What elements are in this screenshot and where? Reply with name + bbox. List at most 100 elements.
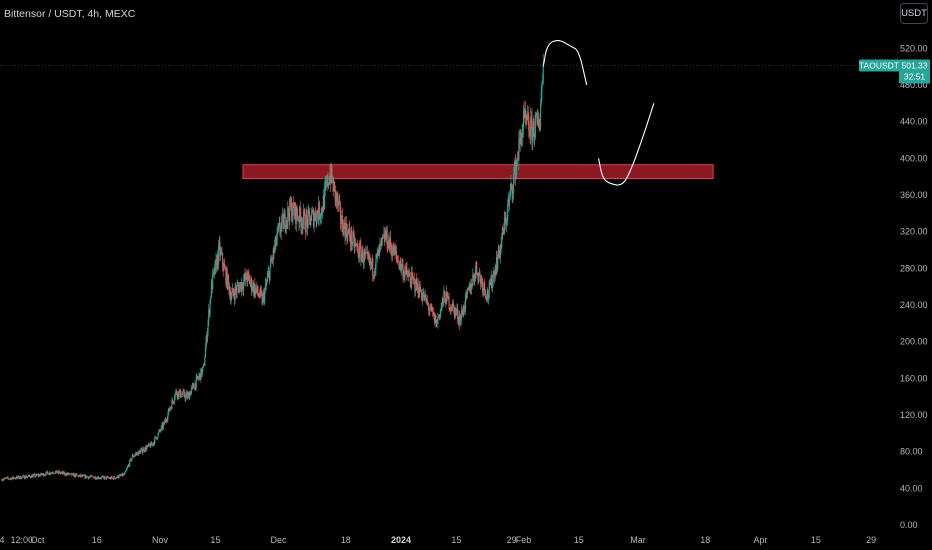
candle-body xyxy=(208,309,210,315)
candle-body xyxy=(343,221,345,227)
candle-body xyxy=(241,282,243,292)
candle-body xyxy=(538,118,540,127)
y-tick-label: 440.00 xyxy=(900,117,928,127)
candle-body xyxy=(237,284,239,286)
candle-body xyxy=(7,477,9,479)
candle-body xyxy=(180,396,182,398)
candle-body xyxy=(333,181,336,186)
candle-body xyxy=(314,212,316,221)
candle-body xyxy=(78,475,80,477)
x-tick-label: 2024 xyxy=(391,535,411,545)
candle-body xyxy=(319,216,321,219)
candle-body xyxy=(32,475,34,478)
candle-body xyxy=(293,207,295,216)
candle-body xyxy=(204,347,207,358)
candle-body xyxy=(5,478,7,479)
candle-body xyxy=(100,478,102,479)
candle-body xyxy=(159,429,161,431)
candle-body xyxy=(500,244,502,248)
candle-body xyxy=(36,474,38,476)
candle-body xyxy=(355,243,357,245)
candle-body xyxy=(486,297,488,299)
candle-body xyxy=(391,249,393,257)
candle-body xyxy=(51,472,53,474)
candle-body xyxy=(326,175,328,185)
candle-body xyxy=(382,235,384,239)
candle-body xyxy=(89,476,91,478)
candle-body xyxy=(287,207,289,221)
candle-body xyxy=(57,471,59,473)
candle-body xyxy=(520,132,522,138)
candle-body xyxy=(274,246,276,253)
candle-body xyxy=(339,200,341,205)
candle-body xyxy=(515,164,517,179)
candle-body xyxy=(252,283,254,290)
candle-body xyxy=(207,320,209,332)
candle-body xyxy=(496,257,498,269)
candle-body xyxy=(44,474,46,476)
candle-body xyxy=(198,373,201,377)
candle-body xyxy=(374,271,376,276)
candle-body xyxy=(239,285,241,293)
candle-body xyxy=(391,252,394,257)
candle-body xyxy=(151,444,153,445)
candle-body xyxy=(20,478,22,480)
x-tick-label: Oct xyxy=(31,535,46,545)
candle-body xyxy=(438,314,440,317)
candle-body xyxy=(301,223,303,228)
candle-body xyxy=(210,297,212,300)
candle-body xyxy=(41,474,43,476)
candle-body xyxy=(426,300,428,303)
candle-body xyxy=(92,476,95,479)
candle-body xyxy=(69,473,71,475)
candle-body xyxy=(106,476,108,479)
candle-body xyxy=(517,159,519,161)
candle-body xyxy=(417,283,419,294)
candle-body xyxy=(502,227,504,231)
candles-layer xyxy=(1,53,544,482)
candle-body xyxy=(346,234,348,241)
candle-body xyxy=(534,137,536,138)
candle-body xyxy=(414,291,417,292)
candle-body xyxy=(117,475,119,478)
candle-body xyxy=(507,200,509,206)
candle-body xyxy=(478,273,480,274)
x-tick-label: 12:00 xyxy=(10,535,33,545)
candle-body xyxy=(269,267,271,281)
candle-body xyxy=(374,268,376,272)
candle-body xyxy=(108,477,110,479)
candle-body xyxy=(497,245,500,258)
candle-body xyxy=(324,184,326,188)
candle-body xyxy=(309,216,311,226)
candle-body xyxy=(8,478,10,480)
candle-body xyxy=(264,290,266,302)
currency-button[interactable]: USDT xyxy=(900,3,928,24)
candle-body xyxy=(366,251,368,253)
candle-body xyxy=(179,389,181,397)
candle-body xyxy=(195,383,197,388)
candle-body xyxy=(214,267,216,274)
candle-body xyxy=(312,209,314,212)
candle-body xyxy=(216,258,218,270)
candle-body xyxy=(434,315,436,323)
candle-body xyxy=(368,256,370,261)
candle-body xyxy=(228,283,230,294)
candle-body xyxy=(524,109,527,119)
candle-body xyxy=(298,218,300,223)
candle-body xyxy=(493,271,496,279)
candle-body xyxy=(120,475,122,477)
candle-body xyxy=(185,392,187,395)
candle-body xyxy=(177,391,180,397)
candle-body xyxy=(39,474,41,477)
candle-body xyxy=(453,304,455,308)
candle-body xyxy=(385,229,388,239)
candle-body xyxy=(375,254,377,269)
candle-body xyxy=(50,473,52,475)
candle-body xyxy=(503,218,505,234)
candle-body xyxy=(83,475,85,476)
candle-body xyxy=(317,214,319,220)
candle-body xyxy=(90,475,92,477)
candle-body xyxy=(392,244,394,253)
candle-body xyxy=(201,369,203,376)
